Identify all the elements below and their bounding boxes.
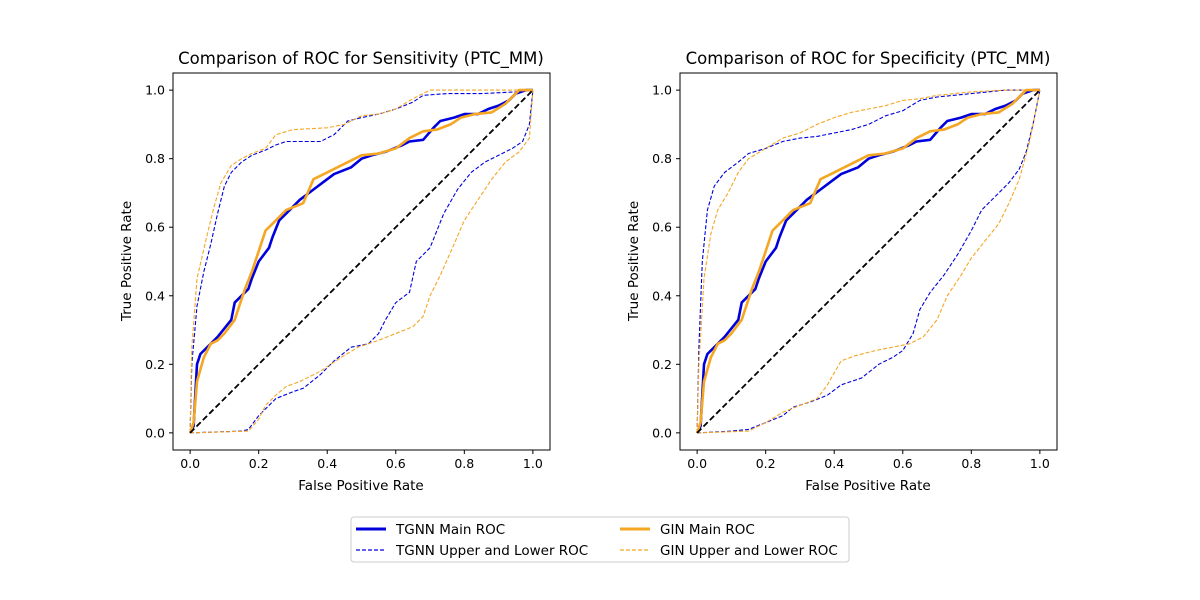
legend-label-tgnn-main: TGNN Main ROC bbox=[395, 522, 505, 538]
x-tick-label: 0.0 bbox=[687, 456, 707, 471]
y-tick-label: 1.0 bbox=[145, 83, 165, 98]
tgnn-upper-and-lower-roc-lower-line bbox=[190, 90, 534, 434]
x-tick-label: 0.4 bbox=[317, 456, 337, 471]
tgnn-upper-and-lower-roc-upper-line bbox=[696, 89, 1040, 433]
legend-label-gin-bounds: GIN Upper and Lower ROC bbox=[660, 543, 838, 559]
y-tick-label: 0.6 bbox=[145, 220, 165, 235]
x-tick-label: 0.6 bbox=[893, 456, 913, 471]
y-tick-label: 0.8 bbox=[652, 151, 672, 166]
x-tick-label: 1.0 bbox=[523, 456, 543, 471]
chart-title: Comparison of ROC for Sensitivity (PTC_M… bbox=[178, 49, 544, 69]
y-tick-label: 0.8 bbox=[145, 151, 165, 166]
gin-upper-and-lower-roc-lower-line bbox=[697, 89, 1041, 434]
y-tick-label: 0.2 bbox=[652, 357, 672, 372]
gin-upper-and-lower-roc-lower-line bbox=[190, 90, 534, 434]
axes-frame bbox=[679, 72, 1058, 451]
sensitivity-roc-chart: Comparison of ROC for Sensitivity (PTC_M… bbox=[119, 49, 551, 494]
y-axis-label: True Positive Rate bbox=[626, 201, 642, 322]
x-tick-label: 0.2 bbox=[756, 456, 776, 471]
x-axis-label: False Positive Rate bbox=[805, 478, 930, 494]
x-axis-label: False Positive Rate bbox=[298, 478, 423, 494]
gin-main-roc-line bbox=[188, 88, 533, 434]
legend: TGNN Main ROC TGNN Upper and Lower ROC G… bbox=[350, 516, 850, 563]
x-tick-label: 0.8 bbox=[961, 456, 981, 471]
y-tick-label: 0.0 bbox=[145, 425, 165, 440]
gin-upper-and-lower-roc-upper-line bbox=[189, 89, 533, 433]
axes-frame bbox=[172, 72, 551, 451]
x-tick-label: 0.8 bbox=[454, 456, 474, 471]
legend-label-tgnn-bounds: TGNN Upper and Lower ROC bbox=[395, 543, 588, 559]
legend-frame bbox=[350, 516, 850, 563]
y-tick-label: 0.4 bbox=[652, 288, 672, 303]
x-tick-label: 1.0 bbox=[1030, 456, 1050, 471]
y-tick-label: 1.0 bbox=[652, 83, 672, 98]
plot-area: 0.0 0.2 0.4 0.6 0.8 1.0 0.0 0.2 0.4 0.6 0.8 1.0 bbox=[145, 72, 551, 471]
gin-main-roc-line bbox=[695, 88, 1040, 434]
gin-upper-and-lower-roc-upper-line bbox=[696, 89, 1040, 433]
y-tick-label: 0.0 bbox=[652, 425, 672, 440]
tgnn-upper-and-lower-roc-lower-line bbox=[697, 89, 1041, 434]
x-tick-label: 0.0 bbox=[180, 456, 200, 471]
x-tick-label: 0.2 bbox=[249, 456, 269, 471]
y-tick-label: 0.4 bbox=[145, 288, 165, 303]
y-tick-label: 0.2 bbox=[145, 357, 165, 372]
y-axis-label: True Positive Rate bbox=[119, 201, 135, 322]
x-tick-label: 0.6 bbox=[386, 456, 406, 471]
diagonal-reference-line bbox=[696, 89, 1041, 434]
y-tick-label: 0.6 bbox=[652, 220, 672, 235]
legend-label-gin-main: GIN Main ROC bbox=[660, 522, 755, 538]
x-tick-label: 0.4 bbox=[824, 456, 844, 471]
plot-area: 0.0 0.2 0.4 0.6 0.8 1.0 0.0 0.2 0.4 0.6 0.8 1.0 bbox=[652, 72, 1058, 471]
chart-title: Comparison of ROC for Specificity (PTC_M… bbox=[686, 49, 1051, 69]
diagonal-reference-line bbox=[189, 89, 534, 434]
specificity-roc-chart: Comparison of ROC for Specificity (PTC_M… bbox=[626, 49, 1058, 494]
